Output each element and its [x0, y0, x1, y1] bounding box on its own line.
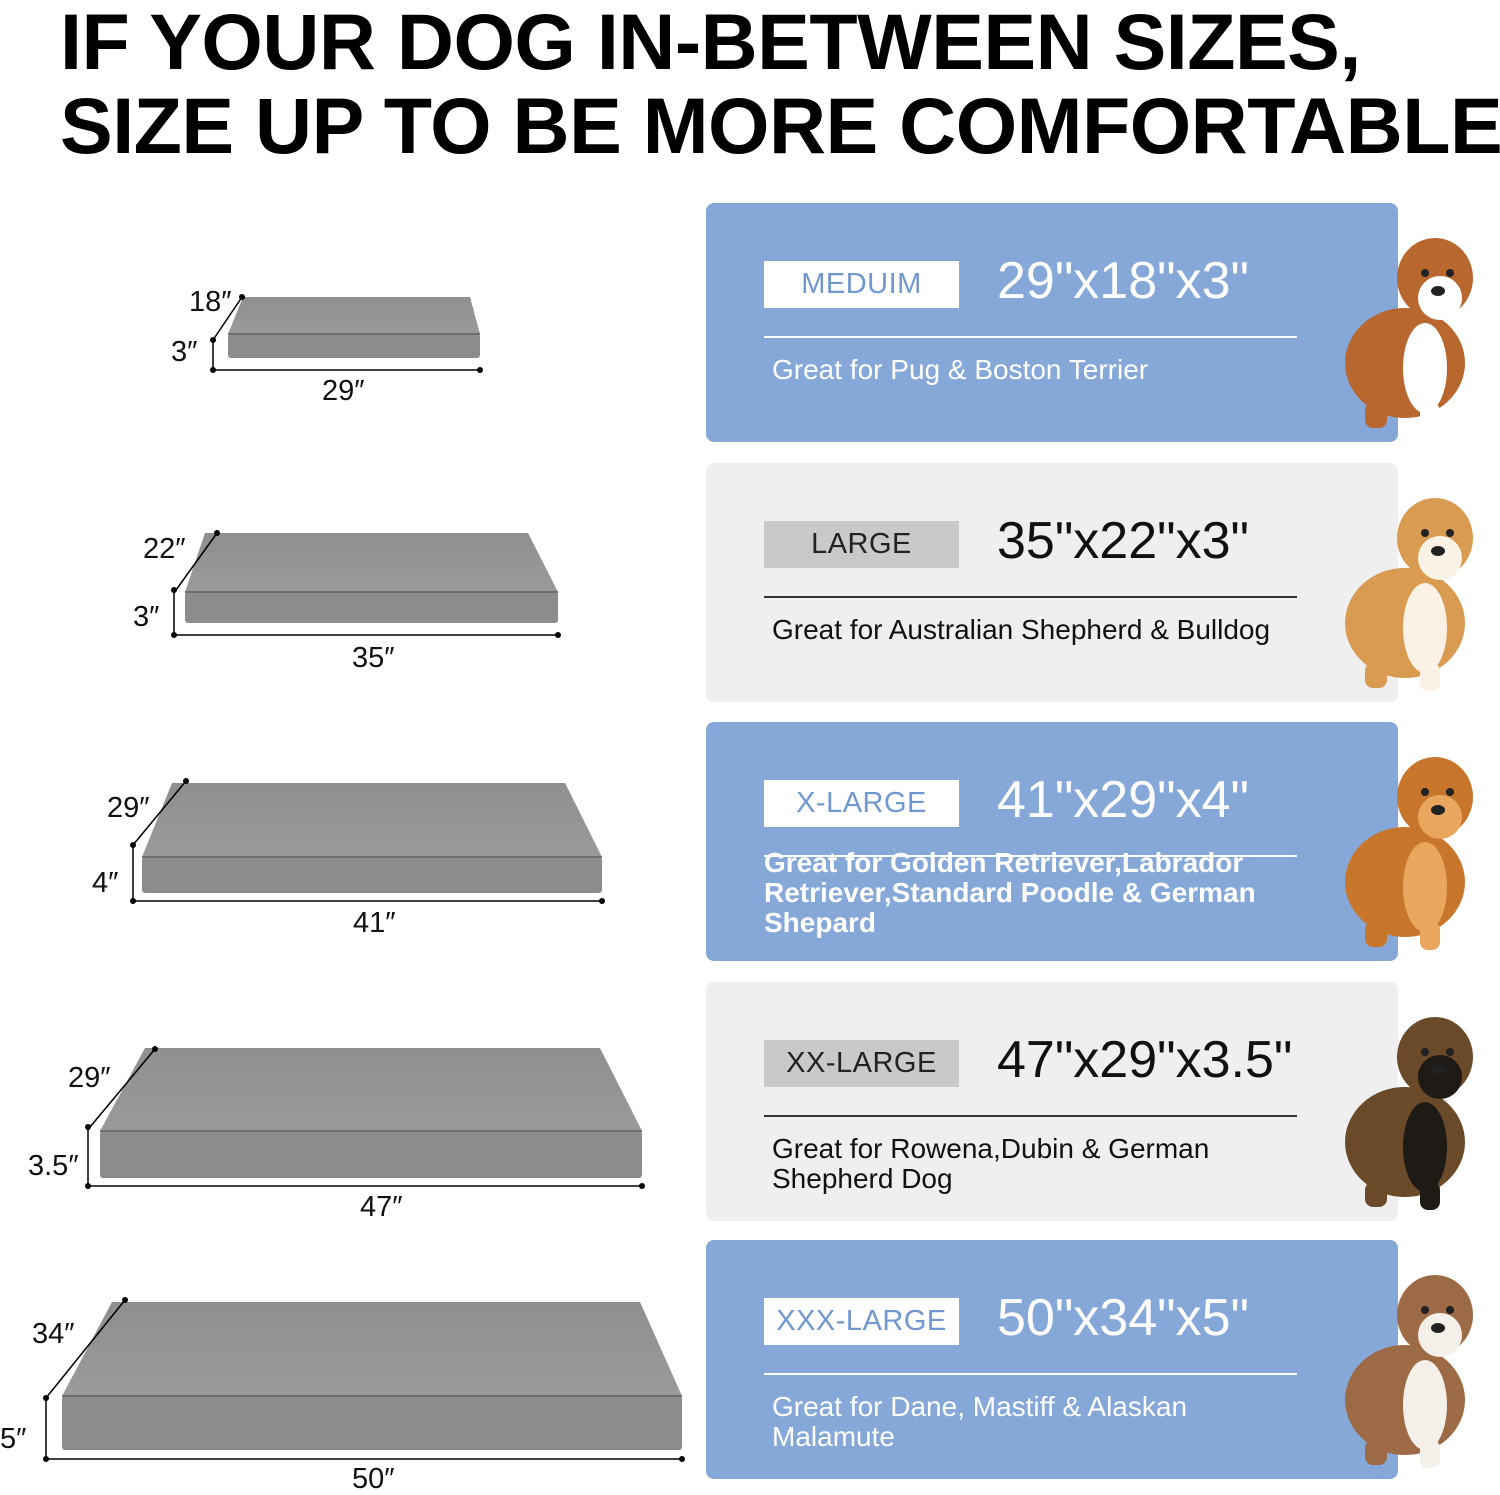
size-badge: LARGE	[764, 521, 959, 568]
headline-line-1: IF YOUR DOG IN-BETWEEN SIZES,	[60, 0, 1361, 86]
breed-description: Great for Pug & Boston Terrier	[772, 354, 1149, 385]
bed-depth-label: 22″	[143, 533, 186, 565]
shiba-dog-image	[1305, 483, 1500, 698]
bed-illustrations	[43, 294, 685, 1462]
dimension-dot	[210, 337, 216, 343]
bed-top	[185, 533, 558, 592]
breed-description: Great for Rowena,Dubin & German Shepherd…	[772, 1133, 1210, 1194]
bed-front	[100, 1131, 642, 1178]
size-badge: XX-LARGE	[764, 1040, 959, 1087]
divider	[764, 855, 1297, 857]
size-card: LARGE 35"x22"x3" Great for Australian Sh…	[706, 463, 1398, 702]
dimension-dot	[152, 1046, 158, 1052]
bed-width-label: 47″	[360, 1191, 403, 1223]
size-card: MEDUIM 29"x18"x3" Great for Pug & Boston…	[706, 203, 1398, 442]
bed-width-label: 50″	[352, 1463, 395, 1495]
divider	[764, 1115, 1297, 1117]
divider	[764, 336, 1297, 338]
dimension-dot	[477, 367, 483, 373]
dimension-dot	[639, 1183, 645, 1189]
size-dimensions: 47"x29"x3.5"	[997, 1031, 1293, 1089]
bed-depth-label: 18″	[189, 286, 232, 318]
bed-width-label: 29″	[322, 375, 365, 407]
bed-height-label: 3″	[133, 601, 160, 633]
size-card: XXX-LARGE 50"x34"x5" Great for Dane, Mas…	[706, 1240, 1398, 1479]
bed-front	[185, 592, 558, 623]
dimension-dot	[122, 1297, 128, 1303]
bed-top	[100, 1048, 642, 1131]
size-card: X-LARGE 41"x29"x4" Great for Golden Retr…	[706, 722, 1398, 961]
dimension-dot	[43, 1456, 49, 1462]
size-dimensions: 41"x29"x4"	[997, 771, 1249, 829]
size-card: XX-LARGE 47"x29"x3.5" Great for Rowena,D…	[706, 982, 1398, 1221]
dimension-dot	[239, 294, 245, 300]
depth-line	[45, 1299, 126, 1399]
bed-width-label: 35″	[352, 642, 395, 674]
divider	[764, 1373, 1297, 1375]
bulldog-dog-image	[1305, 223, 1500, 438]
size-badge: X-LARGE	[764, 780, 959, 827]
dimension-dot	[183, 778, 189, 784]
dimension-dot	[130, 898, 136, 904]
dimension-dot	[85, 1183, 91, 1189]
depth-line	[175, 532, 218, 591]
breed-description: Great for Golden Retriever,Labrador Retr…	[764, 847, 1256, 938]
depth-line	[212, 296, 243, 341]
depth-line	[89, 1048, 156, 1128]
german-shepherd-dog-image	[1305, 1002, 1500, 1217]
bed-front	[62, 1396, 682, 1450]
dimension-dot	[214, 530, 220, 536]
size-dimensions: 35"x22"x3"	[997, 512, 1249, 570]
depth-line	[132, 780, 187, 846]
pit-bull-dog-image	[1305, 1260, 1500, 1475]
bed-front	[228, 334, 480, 358]
dimension-dot	[130, 842, 136, 848]
size-badge: MEDUIM	[764, 261, 959, 308]
bed-depth-label: 34″	[32, 1318, 75, 1350]
breed-description: Great for Australian Shepherd & Bulldog	[772, 614, 1271, 645]
size-dimensions: 29"x18"x3"	[997, 252, 1249, 310]
headline-line-2: SIZE UP TO BE MORE COMFORTABLE	[60, 81, 1500, 170]
bed-depth-label: 29″	[107, 792, 150, 824]
bed-front	[142, 857, 602, 893]
divider	[764, 596, 1297, 598]
dimension-dot	[210, 367, 216, 373]
size-dimensions: 50"x34"x5"	[997, 1289, 1249, 1347]
dimension-dot	[171, 632, 177, 638]
dimension-dot	[679, 1456, 685, 1462]
dimension-dot	[599, 898, 605, 904]
size-badge: XXX-LARGE	[764, 1298, 959, 1345]
breed-description: Great for Dane, Mastiff & Alaskan Malamu…	[772, 1391, 1188, 1452]
bed-top	[142, 783, 602, 857]
bed-top	[228, 297, 480, 334]
bed-depth-label: 29″	[68, 1062, 111, 1094]
bed-width-label: 41″	[353, 907, 396, 939]
dimension-dot	[85, 1124, 91, 1130]
dimension-dot	[555, 632, 561, 638]
bed-height-label: 3.5″	[28, 1150, 79, 1182]
bed-height-label: 5″	[0, 1423, 27, 1455]
bed-top	[62, 1302, 682, 1396]
bed-height-label: 4″	[92, 867, 119, 899]
dimension-dot	[43, 1395, 49, 1401]
bed-height-label: 3″	[171, 336, 198, 368]
dimension-dot	[171, 587, 177, 593]
golden-retriever-dog-image	[1305, 742, 1500, 957]
